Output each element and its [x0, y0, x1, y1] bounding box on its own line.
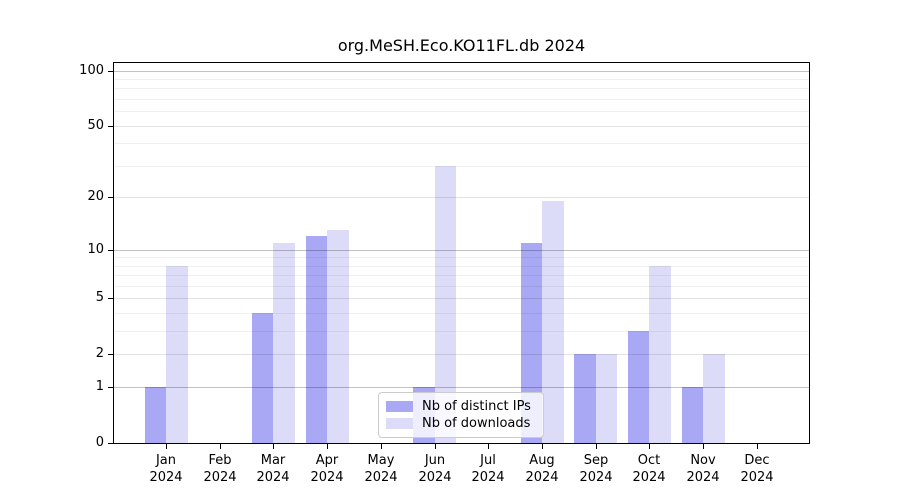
y-tick-label-1: 1 [95, 379, 104, 394]
y-tick-5 [108, 298, 113, 299]
y-tick-10 [108, 250, 113, 251]
gridline-y-4 [114, 313, 809, 314]
gridline-y-8 [114, 266, 809, 267]
gridline-y-50 [114, 126, 809, 127]
x-tick-jan [166, 444, 167, 449]
y-tick-100 [108, 71, 113, 72]
x-tick-label-sep: Sep 2024 [579, 453, 613, 485]
bar-distinct-ips-jan [144, 387, 166, 443]
legend-swatch-downloads [386, 418, 413, 429]
gridline-y-3 [114, 331, 809, 332]
gridline-y-20 [114, 197, 809, 198]
x-tick-label-oct: Oct 2024 [632, 453, 666, 485]
bar-distinct-ips-apr [305, 236, 328, 443]
x-tick-jul [488, 444, 489, 449]
x-tick-label-jan: Jan 2024 [149, 453, 183, 485]
x-tick-label-mar: Mar 2024 [256, 453, 290, 485]
gridline-y-5 [114, 298, 809, 299]
legend-label-distinct-ips: Nb of distinct IPs [422, 399, 531, 414]
gridline-y-80 [114, 88, 809, 89]
y-tick-label-0: 0 [95, 435, 104, 450]
gridline-y-90 [114, 79, 809, 80]
bar-downloads-aug [542, 201, 564, 443]
bar-downloads-oct [649, 265, 671, 443]
gridline-y-7 [114, 275, 809, 276]
x-tick-label-nov: Nov 2024 [686, 453, 720, 485]
bar-distinct-ips-mar [251, 313, 274, 443]
y-tick-label-10: 10 [87, 242, 104, 257]
bar-distinct-ips-sep [574, 354, 596, 443]
bar-distinct-ips-oct [627, 331, 650, 443]
bar-distinct-ips-nov [681, 387, 704, 443]
x-tick-label-apr: Apr 2024 [310, 453, 344, 485]
y-tick-2 [108, 354, 113, 355]
y-tick-label-2: 2 [95, 346, 104, 361]
gridline-y-10 [114, 250, 809, 251]
chart-title: org.MeSH.Eco.KO11FL.db 2024 [337, 36, 586, 55]
x-tick-label-feb: Feb 2024 [203, 453, 237, 485]
legend-label-downloads: Nb of downloads [422, 416, 531, 431]
y-tick-20 [108, 197, 113, 198]
x-tick-nov [703, 444, 704, 449]
gridline-y-40 [114, 143, 809, 144]
bar-downloads-jan [166, 265, 188, 443]
gridline-y-30 [114, 166, 809, 167]
y-tick-label-100: 100 [79, 63, 104, 78]
x-tick-label-aug: Aug 2024 [525, 453, 559, 485]
gridline-y-100 [114, 71, 809, 72]
x-tick-may [381, 444, 382, 449]
x-tick-feb [220, 444, 221, 449]
x-tick-sep [596, 444, 597, 449]
y-tick-0 [108, 443, 113, 444]
bar-downloads-nov [703, 354, 725, 443]
y-tick-label-20: 20 [87, 189, 104, 204]
x-tick-label-dec: Dec 2024 [740, 453, 774, 485]
x-tick-label-may: May 2024 [364, 453, 398, 485]
bar-downloads-mar [273, 242, 295, 443]
plot-area [113, 62, 810, 444]
bar-downloads-apr [327, 230, 349, 443]
y-tick-label-5: 5 [95, 290, 104, 305]
grid-layer [114, 63, 809, 443]
x-tick-label-jun: Jun 2024 [418, 453, 452, 485]
x-tick-jun [435, 444, 436, 449]
y-tick-50 [108, 126, 113, 127]
gridline-y-9 [114, 257, 809, 258]
bar-downloads-jun [434, 165, 457, 443]
x-tick-apr [327, 444, 328, 449]
x-tick-aug [542, 444, 543, 449]
y-tick-label-50: 50 [87, 118, 104, 133]
gridline-y-70 [114, 99, 809, 100]
legend: Nb of distinct IPs Nb of downloads [378, 392, 544, 438]
gridline-y-1 [114, 387, 809, 388]
x-tick-oct [649, 444, 650, 449]
gridline-y-2 [114, 354, 809, 355]
gridline-y-60 [114, 111, 809, 112]
gridline-y-6 [114, 286, 809, 287]
x-tick-mar [273, 444, 274, 449]
legend-swatch-distinct-ips [386, 401, 413, 412]
legend-item-downloads: Nb of downloads [386, 415, 536, 432]
x-tick-label-jul: Jul 2024 [471, 453, 505, 485]
legend-item-distinct-ips: Nb of distinct IPs [386, 398, 536, 415]
y-tick-1 [108, 387, 113, 388]
bar-downloads-sep [595, 354, 618, 443]
x-tick-dec [757, 444, 758, 449]
